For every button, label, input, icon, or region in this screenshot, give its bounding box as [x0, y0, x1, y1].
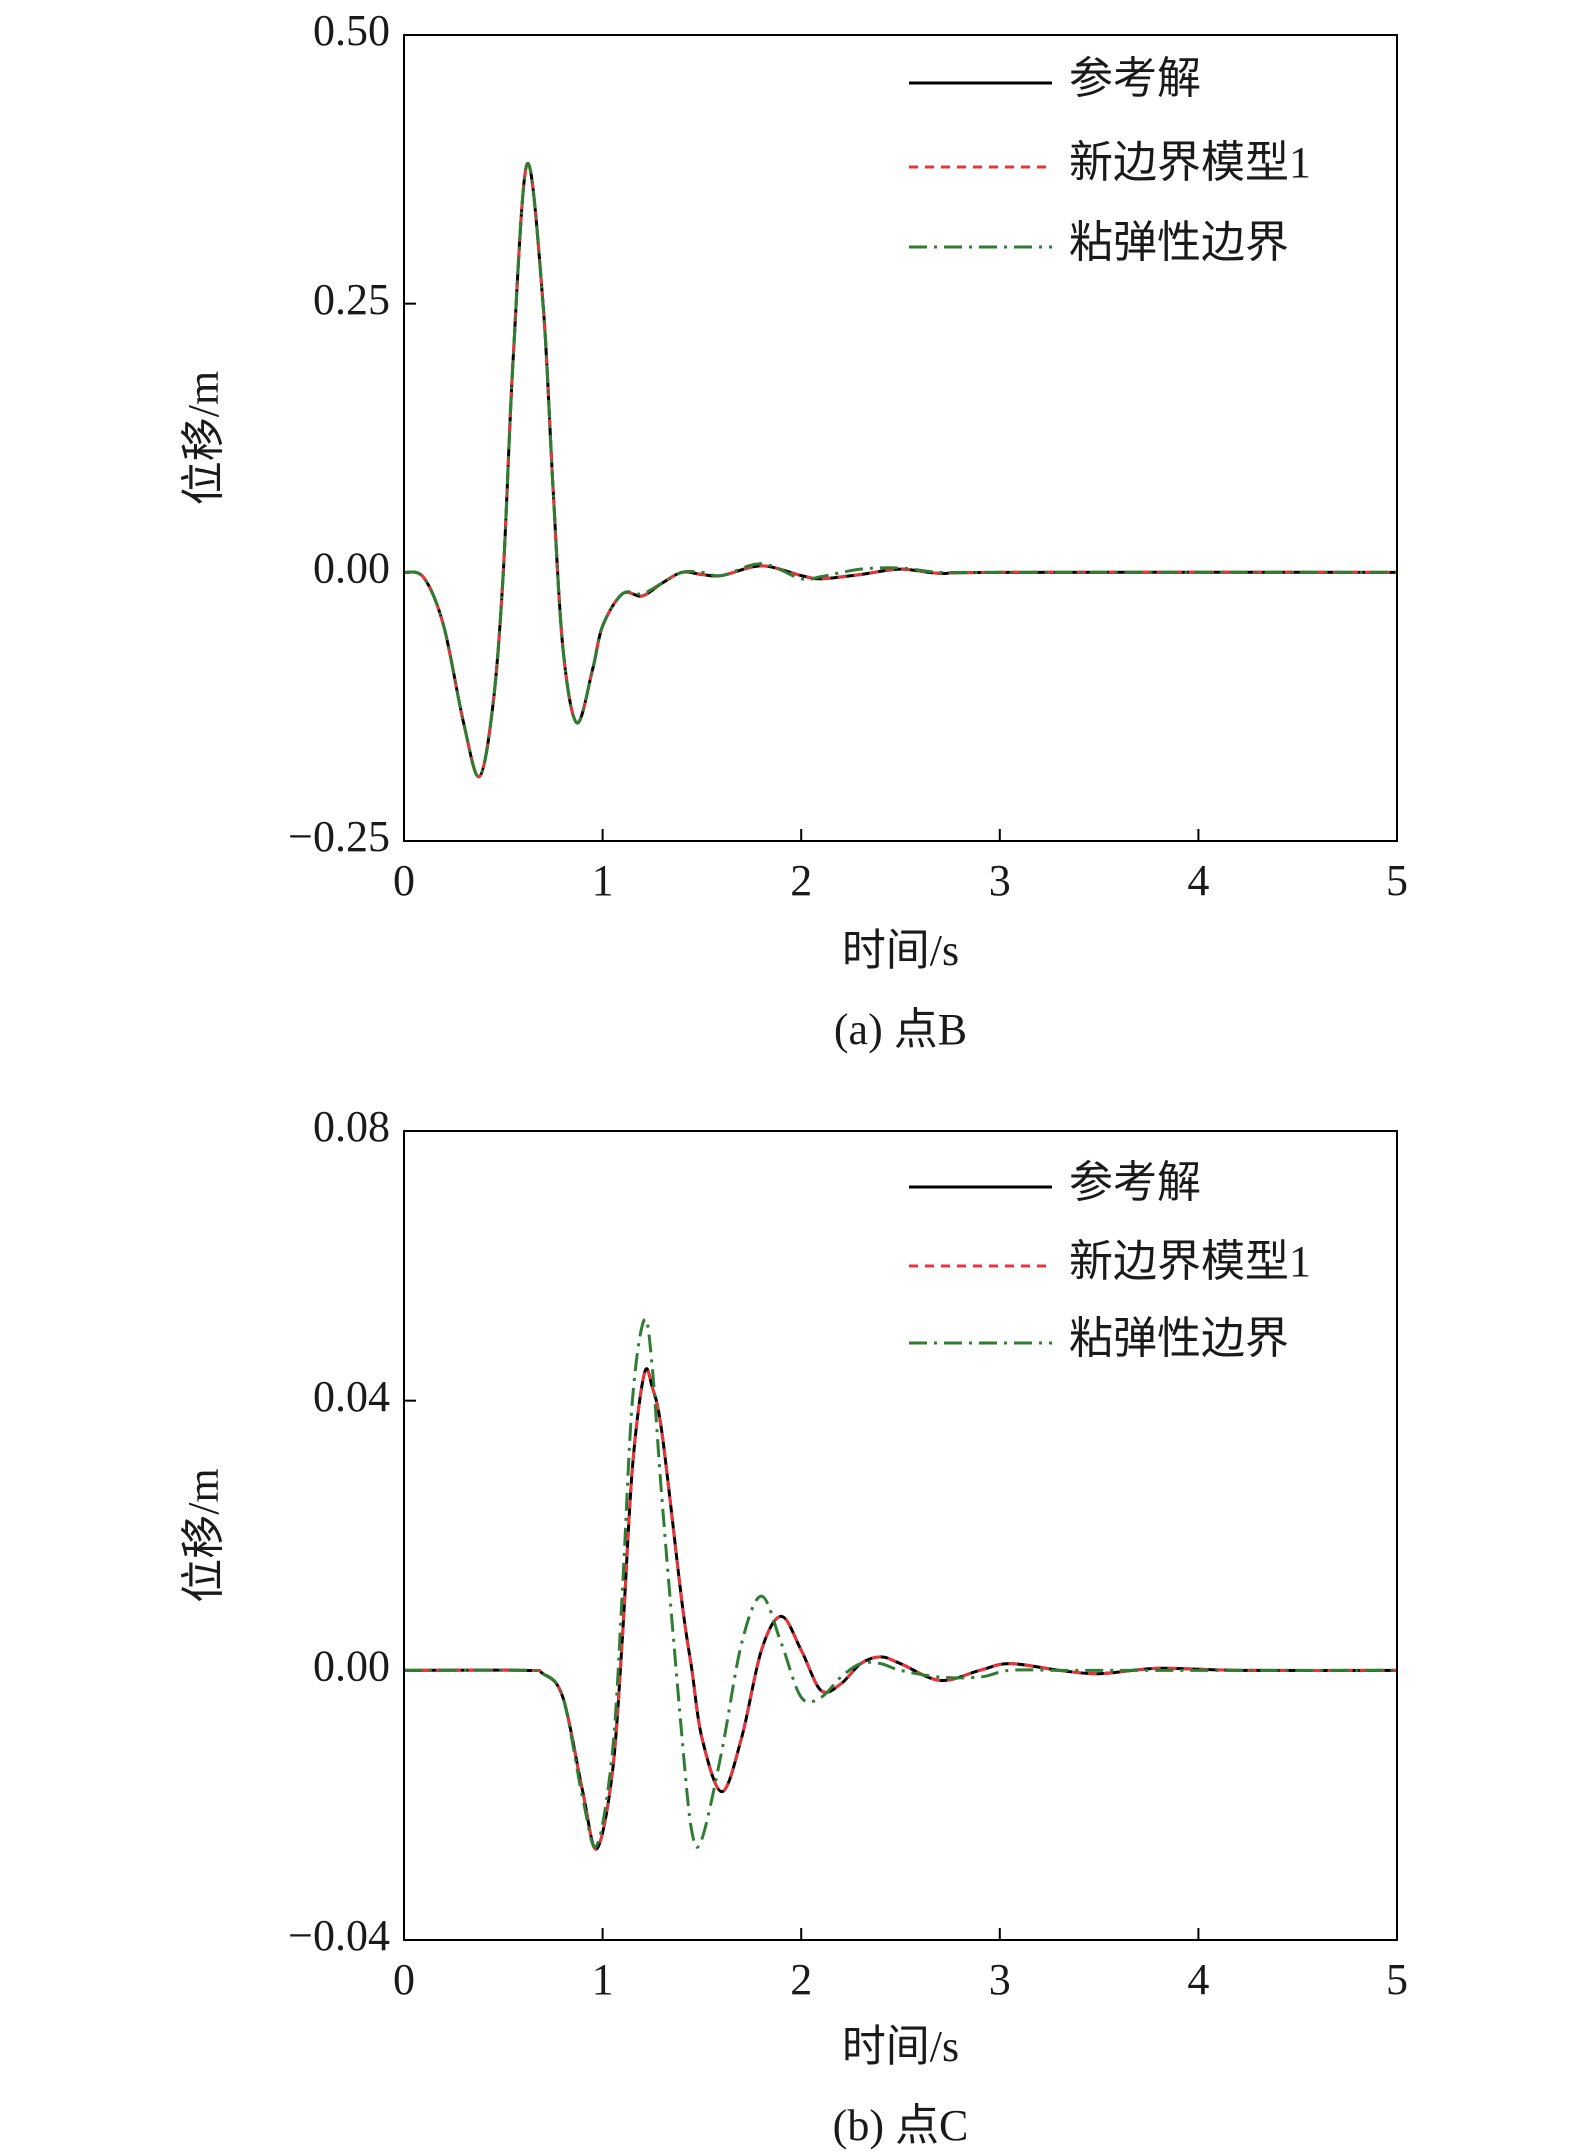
- series-line: [404, 1367, 1397, 1851]
- y-tick-label: 0.00: [313, 1641, 390, 1690]
- plot-frame: [403, 1130, 1398, 1941]
- legend-label: 参考解: [1069, 1158, 1201, 1207]
- legend-label: 新边界模型1: [1069, 1237, 1311, 1286]
- y-tick-label: −0.25: [288, 812, 390, 861]
- y-tick-label: 0.50: [313, 6, 390, 55]
- x-tick-label: 5: [1386, 1955, 1408, 2004]
- caption: (b) 点C: [833, 2101, 969, 2150]
- x-tick-label: 3: [989, 856, 1011, 905]
- y-tick-label: −0.04: [288, 1911, 390, 1960]
- x-tick-label: 1: [592, 856, 614, 905]
- series-line: [404, 1317, 1397, 1849]
- x-tick-label: 4: [1187, 856, 1209, 905]
- legend-label: 参考解: [1069, 54, 1201, 103]
- legend-label: 粘弹性边界: [1069, 218, 1289, 267]
- series-line: [404, 162, 1397, 779]
- x-axis-label: 时间/s: [842, 2022, 959, 2071]
- x-tick-label: 2: [790, 856, 812, 905]
- y-tick-label: 0.25: [313, 275, 390, 324]
- x-tick-label: 3: [989, 1955, 1011, 2004]
- legend-label: 新边界模型1: [1069, 138, 1311, 187]
- series-line: [404, 1367, 1397, 1851]
- x-tick-label: 1: [592, 1955, 614, 2004]
- y-tick-label: 0.04: [313, 1372, 390, 1421]
- x-tick-label: 4: [1187, 1955, 1209, 2004]
- caption: (a) 点B: [834, 1005, 967, 1054]
- x-tick-label: 5: [1386, 856, 1408, 905]
- y-tick-label: 0.08: [313, 1102, 390, 1151]
- y-axis-label: 位移/m: [179, 371, 228, 505]
- y-axis-label: 位移/m: [179, 1468, 228, 1602]
- legend-label: 粘弹性边界: [1069, 1314, 1289, 1363]
- x-tick-label: 0: [393, 856, 415, 905]
- series-line: [404, 162, 1397, 779]
- plot-frame: [403, 34, 1398, 842]
- y-tick-label: 0.00: [313, 543, 390, 592]
- x-tick-label: 0: [393, 1955, 415, 2004]
- x-tick-label: 2: [790, 1955, 812, 2004]
- x-axis-label: 时间/s: [842, 926, 959, 975]
